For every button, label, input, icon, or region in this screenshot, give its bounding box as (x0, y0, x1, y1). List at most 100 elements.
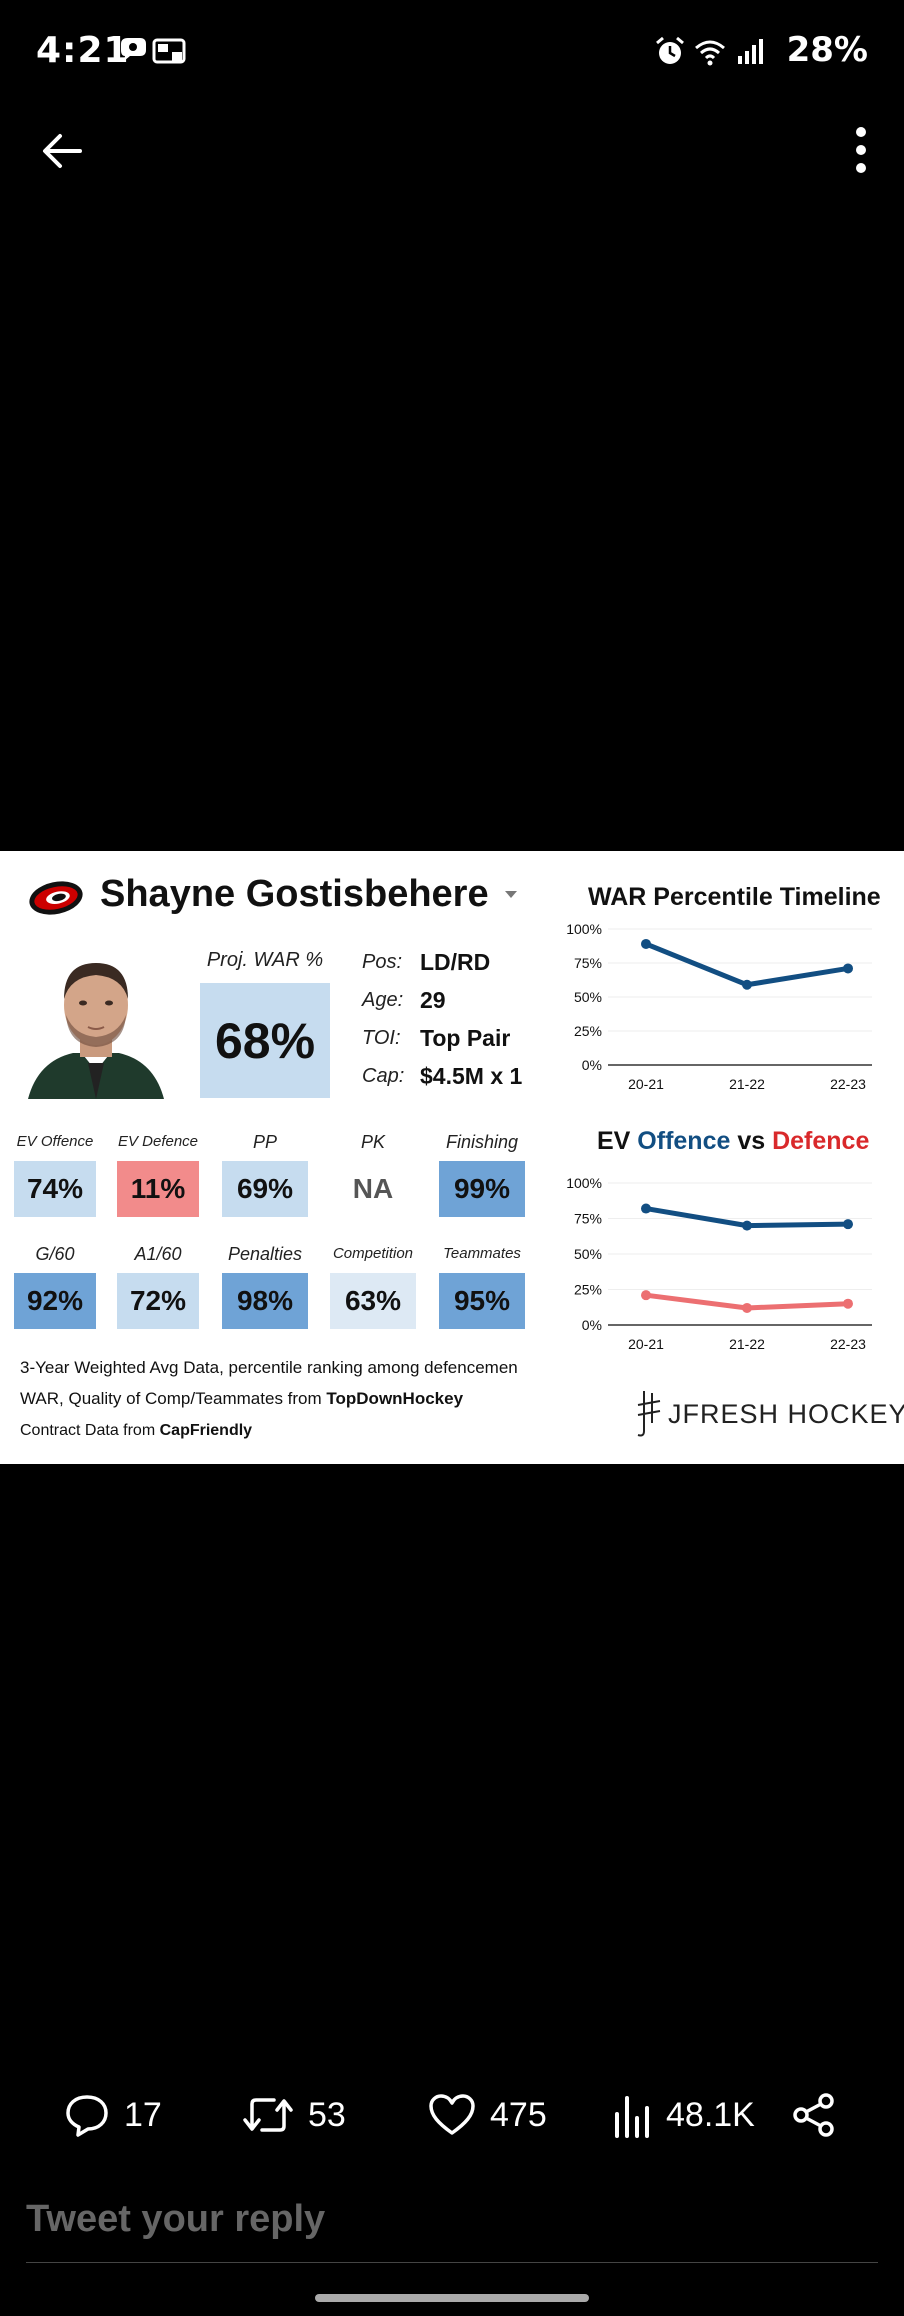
battery-level: 28% (786, 30, 868, 70)
footnote-line-2: WAR, Quality of Comp/Teammates from TopD… (20, 1389, 463, 1409)
views-count: 48.1K (666, 2095, 755, 2134)
footnote-source: TopDownHockey (326, 1389, 464, 1408)
back-arrow-icon[interactable] (40, 128, 86, 174)
metric-value: NA (330, 1161, 416, 1217)
chart-title-part: EV (597, 1127, 638, 1155)
retweet-button[interactable]: 53 (242, 2085, 346, 2145)
y-tick-label: 75% (574, 955, 602, 971)
dropdown-caret-icon (505, 891, 517, 898)
metric-value: 99% (439, 1161, 525, 1217)
metric-value: 72% (117, 1273, 199, 1329)
metric-label: EV Offence (16, 1133, 94, 1150)
x-tick-label: 22-23 (830, 1076, 866, 1092)
metric-a160: A1/60 72% (117, 1241, 199, 1329)
metric-label: Teammates (443, 1245, 521, 1262)
y-tick-label: 0% (582, 1317, 602, 1333)
status-bar: 4:21 28% (0, 0, 904, 110)
player-name: Shayne Gostisbehere (100, 873, 489, 915)
metric-pp: PP 69% (222, 1129, 308, 1217)
y-tick-label: 50% (574, 1246, 602, 1262)
views-button[interactable]: 48.1K (612, 2085, 755, 2145)
top-bar (0, 118, 904, 182)
metric-value: 92% (14, 1273, 96, 1329)
metric-competition: Competition 63% (330, 1241, 416, 1329)
y-tick-label: 25% (574, 1023, 602, 1039)
reply-icon (66, 2095, 108, 2137)
brand-name: JFRESH HOCKEY (668, 1399, 904, 1429)
metric-label: A1/60 (134, 1244, 182, 1264)
x-tick-label: 20-21 (628, 1336, 664, 1352)
chart-title-ev: EV Offence vs Defence (597, 1127, 869, 1156)
like-count: 475 (490, 2095, 547, 2134)
x-tick-label: 21-22 (729, 1076, 765, 1092)
info-value: 29 (420, 987, 446, 1013)
player-card-image[interactable]: Shayne Gostisbehere Proj. WAR % 68% Pos:… (0, 851, 904, 1464)
footnote-source: CapFriendly (159, 1422, 253, 1439)
metric-ev-offence: EV Offence 74% (14, 1129, 96, 1217)
chart-title-offence: Offence (637, 1127, 731, 1155)
reply-input[interactable]: Tweet your reply (26, 2198, 326, 2240)
metric-pk: PK NA (330, 1129, 416, 1217)
footnote-text: Contract Data from (20, 1422, 160, 1439)
reply-count: 17 (124, 2095, 162, 2134)
data-point (641, 938, 651, 949)
footnote-text: WAR, Quality of Comp/Teammates from (20, 1389, 327, 1408)
metric-value: 74% (14, 1161, 96, 1217)
metric-label: EV Defence (117, 1133, 199, 1150)
share-button[interactable] (792, 2085, 836, 2145)
like-button[interactable]: 475 (428, 2085, 547, 2145)
metric-value: 63% (330, 1273, 416, 1329)
retweet-icon (243, 2098, 293, 2132)
footnote-line-3: Contract Data from CapFriendly (20, 1422, 252, 1440)
data-point (641, 1203, 651, 1214)
metric-label: G/60 (35, 1244, 75, 1264)
player-photo (18, 943, 174, 1099)
metric-label: Finishing (445, 1132, 519, 1152)
war-timeline-chart: 0% 25% 50% 75% 100% 20-21 21-22 22-23 (566, 921, 872, 1092)
metric-label: Penalties (227, 1244, 303, 1264)
metric-value: 98% (222, 1273, 308, 1329)
y-tick-label: 0% (582, 1057, 602, 1073)
reply-button[interactable]: 17 (64, 2085, 162, 2145)
notification-icon (121, 38, 146, 61)
metric-g60: G/60 92% (14, 1241, 96, 1329)
retweet-count: 53 (308, 2095, 346, 2134)
metric-label: PP (252, 1132, 277, 1152)
hurricanes-logo-icon (29, 881, 83, 915)
x-tick-label: 21-22 (729, 1336, 765, 1352)
y-tick-label: 25% (574, 1282, 602, 1298)
data-point (843, 1219, 853, 1230)
share-icon (793, 2093, 834, 2137)
info-value: Top Pair (420, 1025, 511, 1051)
status-time: 4:21 (36, 30, 130, 71)
metric-ev-defence: EV Defence 11% (117, 1129, 199, 1217)
data-point (843, 963, 853, 974)
signal-icon (738, 39, 763, 64)
metric-value: 11% (117, 1161, 199, 1217)
data-point (843, 1298, 853, 1309)
data-point (742, 1220, 752, 1231)
metric-label: Competition (332, 1245, 414, 1262)
heart-icon (429, 2094, 475, 2135)
alarm-icon (656, 36, 684, 64)
y-tick-label: 100% (566, 921, 602, 937)
brand-logo-icon (637, 1391, 661, 1437)
brand-watermark: JFRESH HOCKEY (630, 1389, 904, 1439)
info-key: TOI: (362, 1027, 401, 1049)
metric-value: 95% (439, 1273, 525, 1329)
more-options-icon[interactable] (854, 126, 868, 174)
proj-war-label: Proj. WAR % (206, 949, 324, 971)
data-point (641, 1290, 651, 1301)
data-point (742, 979, 752, 990)
y-tick-label: 100% (566, 1175, 602, 1191)
info-key: Age: (362, 989, 404, 1011)
home-indicator[interactable] (315, 2294, 589, 2302)
info-value: $4.5M x 1 (420, 1063, 523, 1089)
metric-value: 69% (222, 1161, 308, 1217)
views-chart-icon (615, 2096, 649, 2138)
ev-offence-defence-chart: 0% 25% 50% 75% 100% 20-21 21-22 22-23 (566, 1175, 872, 1352)
y-tick-label: 50% (574, 989, 602, 1005)
notification-icon-2 (152, 38, 186, 64)
reply-divider (26, 2262, 878, 2263)
chart-title-war: WAR Percentile Timeline (588, 883, 881, 911)
